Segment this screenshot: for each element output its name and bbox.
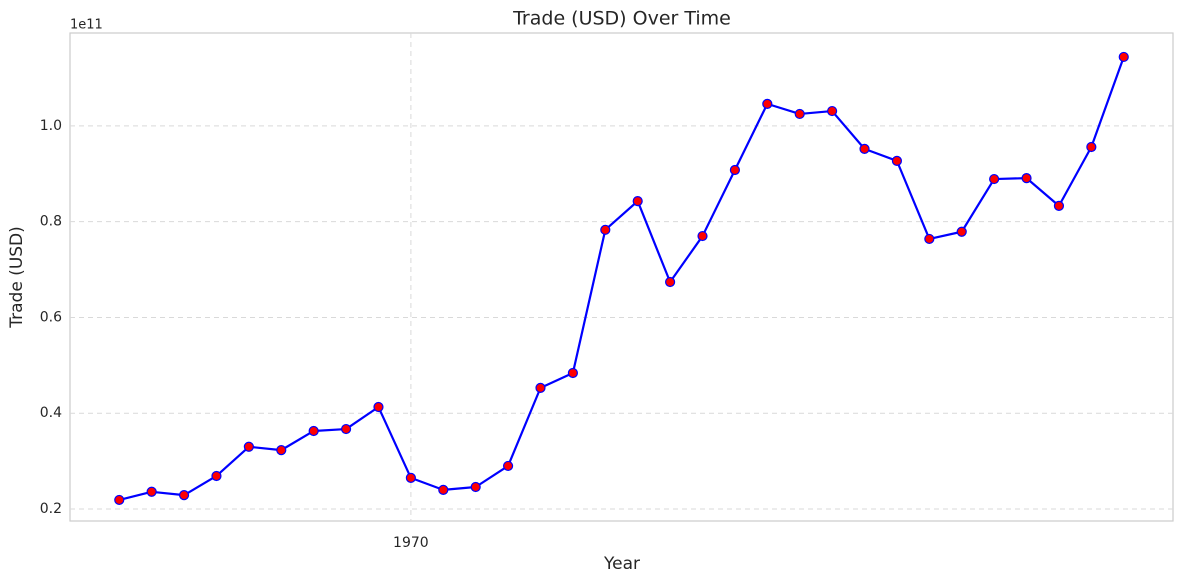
y-offset-label: 1e11 (70, 18, 103, 33)
y-axis-label: Trade (USD) (7, 226, 27, 329)
point (405, 472, 416, 483)
point (956, 226, 967, 237)
point (600, 224, 611, 235)
point (891, 155, 903, 166)
point (114, 494, 125, 506)
line (118, 56, 1125, 501)
plot-frame (69, 32, 1174, 522)
x-axis-label: Year (603, 554, 640, 574)
point (762, 98, 773, 109)
point (859, 143, 870, 154)
point (665, 276, 676, 288)
point (1086, 141, 1097, 153)
point (632, 195, 643, 207)
point (438, 484, 449, 495)
point (502, 460, 514, 472)
point (827, 105, 838, 117)
point (340, 423, 352, 435)
point (567, 367, 578, 379)
point (308, 425, 319, 437)
point (373, 401, 384, 413)
point (989, 173, 1000, 185)
point (146, 486, 157, 497)
point (697, 230, 708, 242)
y-tick-label: 0.8 (40, 214, 62, 230)
point (1118, 51, 1129, 63)
point (243, 441, 254, 452)
y-tick-label: 0.4 (40, 405, 62, 421)
x-tick-label: 1970 (393, 535, 429, 551)
chart-title: Trade (USD) Over Time (512, 8, 731, 30)
point (178, 490, 190, 501)
y-tick-label: 0.2 (40, 501, 62, 517)
point (470, 481, 481, 493)
point (794, 108, 805, 120)
y-tick-label: 0.6 (40, 309, 62, 325)
point (211, 470, 222, 482)
point (1053, 200, 1065, 211)
point (924, 233, 935, 245)
y-tick-label: 1.0 (40, 118, 62, 134)
point (276, 445, 287, 456)
point (1021, 173, 1032, 184)
point (535, 382, 546, 393)
point (729, 164, 741, 176)
